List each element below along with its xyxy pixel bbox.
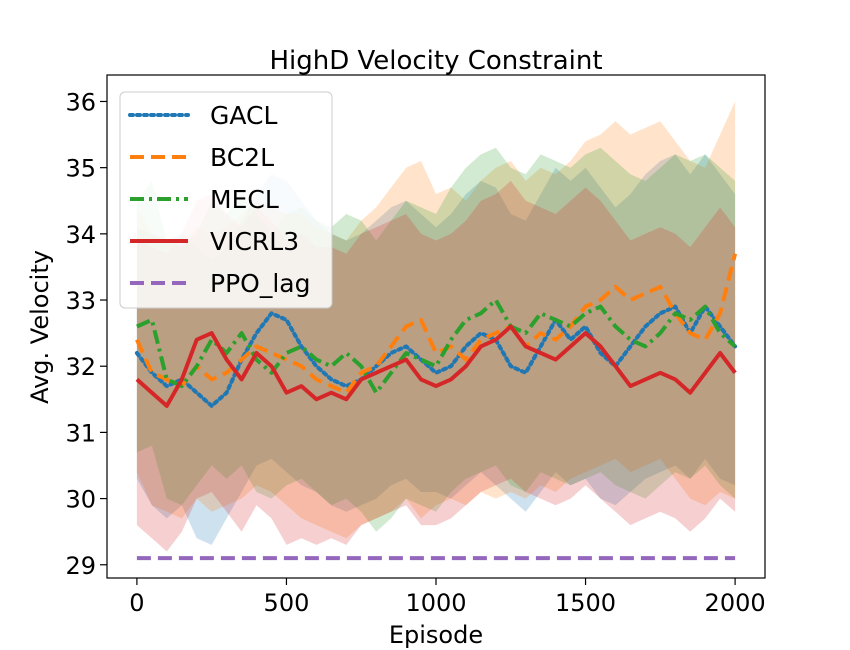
legend-label-gacl: GACL xyxy=(210,101,277,130)
x-tick-label: 500 xyxy=(264,589,310,617)
y-axis-ticks: 29 30 31 32 33 34 35 36 xyxy=(65,88,107,580)
legend-label-vicrl3: VICRL3 xyxy=(210,227,299,256)
x-tick-label: 1000 xyxy=(405,589,466,617)
x-axis-ticks: 0 500 1000 1500 2000 xyxy=(129,578,766,617)
y-tick-label: 35 xyxy=(65,155,96,183)
y-tick-label: 34 xyxy=(65,221,96,249)
x-tick-label: 0 xyxy=(129,589,144,617)
line-bc2l xyxy=(135,253,738,395)
y-tick-label: 30 xyxy=(65,486,96,514)
y-tick-label: 36 xyxy=(65,88,96,116)
y-tick-label: 31 xyxy=(65,419,96,447)
chart-title: HighD Velocity Constraint xyxy=(269,46,602,76)
x-axis-title: Episode xyxy=(389,621,483,649)
y-tick-label: 32 xyxy=(65,353,96,381)
band-bc2l xyxy=(136,101,736,539)
legend-label-bc2l: BC2L xyxy=(210,143,274,172)
series-lines xyxy=(134,253,738,561)
line-vicrl3 xyxy=(135,324,737,408)
x-tick-label: 1500 xyxy=(555,589,616,617)
legend-box xyxy=(119,91,333,309)
y-tick-label: 33 xyxy=(65,287,96,315)
legend-label-ppo-lag: PPO_lag xyxy=(210,269,310,298)
x-tick-label: 2000 xyxy=(705,589,766,617)
legend: GACL BC2L MECL VICRL3 PPO_lag xyxy=(119,91,333,309)
y-tick-label: 29 xyxy=(65,552,96,580)
y-axis-title: Avg. Velocity xyxy=(26,250,54,404)
legend-label-mecl: MECL xyxy=(210,185,279,214)
line-mecl xyxy=(136,298,737,395)
